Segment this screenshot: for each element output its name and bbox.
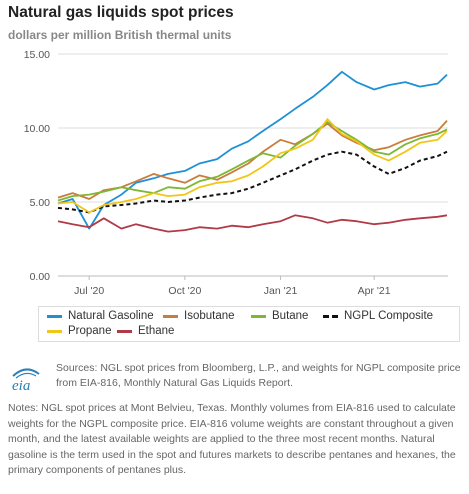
x-tick-label: Jan '21 <box>264 285 298 297</box>
sources-note: Sources: NGL spot prices from Bloomberg,… <box>56 362 461 389</box>
series-line-butane <box>57 121 448 202</box>
y-tick-label: 0.00 <box>30 271 51 283</box>
legend-swatch <box>117 329 132 333</box>
series-line-natural-gasoline <box>57 70 448 230</box>
legend-item-propane[interactable]: Propane <box>47 325 111 337</box>
y-tick-label: 10.00 <box>24 123 50 135</box>
series-line-ethane <box>57 214 448 233</box>
notes: Notes: NGL spot prices at Mont Belvieu, … <box>8 402 456 476</box>
legend-item-ethane[interactable]: Ethane <box>117 325 174 337</box>
legend-swatch <box>47 314 62 318</box>
legend-item-butane[interactable]: Butane <box>251 310 308 322</box>
legend-item-isobutane[interactable]: Isobutane <box>163 310 235 322</box>
x-tick-label: Jul '20 <box>74 285 104 297</box>
legend-swatch <box>323 314 338 318</box>
legend-swatch <box>251 314 266 318</box>
legend-label: Isobutane <box>184 310 235 322</box>
chart-legend: Natural Gasoline Isobutane Butane NGPL C… <box>38 306 460 342</box>
line-chart: 0.00 5.00 10.00 15.00 Jul '20 Oct '20 Jan '21 A… <box>24 49 448 297</box>
legend-label: Natural Gasoline <box>68 310 154 322</box>
chart-title: Natural gas liquids spot prices <box>8 4 234 21</box>
series-line-propane <box>57 118 448 214</box>
legend-label: Propane <box>68 325 112 337</box>
eia-logo-text: eia <box>12 378 30 392</box>
x-tick-label: Oct '20 <box>168 285 201 297</box>
eia-logo: eia <box>12 368 40 392</box>
legend-item-ngpl-composite[interactable]: NGPL Composite <box>323 310 433 322</box>
y-tick-label: 5.00 <box>30 197 51 209</box>
legend-swatch <box>47 329 62 333</box>
legend-label: NGPL Composite <box>344 310 434 322</box>
x-tick-label: Apr '21 <box>358 285 391 297</box>
legend-swatch <box>163 314 178 318</box>
legend-label: Butane <box>272 310 309 322</box>
legend-item-natural-gasoline[interactable]: Natural Gasoline <box>47 310 154 322</box>
chart-subtitle: dollars per million British thermal unit… <box>8 28 232 42</box>
series-line-ngpl-composite <box>57 150 448 214</box>
y-tick-label: 15.00 <box>24 49 50 61</box>
legend-label: Ethane <box>138 325 175 337</box>
